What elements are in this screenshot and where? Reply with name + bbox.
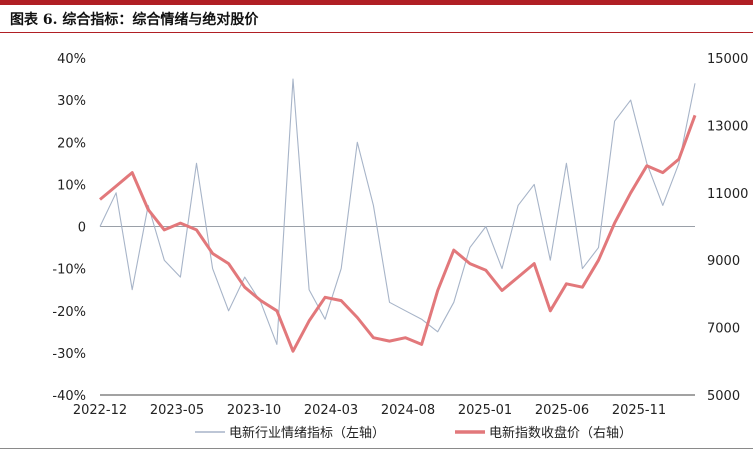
- top-accent-bar: [0, 0, 753, 5]
- legend-label-sentiment: 电新行业情绪指标（左轴）: [229, 425, 385, 441]
- x-tick-label: 2025-01: [458, 403, 512, 418]
- legend-label-index: 电新指数收盘价（右轴）: [489, 425, 632, 441]
- left-tick-label: -10%: [52, 263, 86, 278]
- x-tick-label: 2025-06: [535, 403, 589, 418]
- left-axis: 40% 30% 20% 10% 0 -10% -20% -30% -40%: [52, 52, 86, 404]
- x-tick-label: 2025-11: [612, 403, 666, 418]
- right-tick-label: 13000: [707, 119, 748, 134]
- x-tick-label: 2024-08: [381, 403, 435, 418]
- right-tick-label: 11000: [707, 187, 748, 202]
- right-tick-label: 5000: [707, 389, 740, 404]
- left-tick-label: 10%: [57, 178, 86, 193]
- x-tick-label: 2022-12: [73, 403, 127, 418]
- left-tick-label: 30%: [57, 94, 86, 109]
- x-tick-label: 2023-05: [150, 403, 204, 418]
- left-tick-label: 0: [78, 221, 86, 236]
- x-axis: 2022-12 2023-05 2023-10 2024-03 2024-08 2025-…: [73, 403, 666, 418]
- bottom-divider: [0, 448, 753, 449]
- left-tick-label: 40%: [57, 52, 86, 67]
- right-tick-label: 9000: [707, 254, 740, 269]
- series-index-line: [99, 114, 697, 353]
- right-tick-label: 7000: [707, 322, 740, 337]
- title-divider: [0, 32, 753, 33]
- left-tick-label: -20%: [52, 305, 86, 320]
- x-tick-label: 2024-03: [304, 403, 358, 418]
- left-tick-label: -30%: [52, 347, 86, 362]
- x-tick-label: 2023-10: [227, 403, 281, 418]
- legend: 电新行业情绪指标（左轴） 电新指数收盘价（右轴）: [195, 425, 632, 441]
- series-sentiment-line: [99, 78, 696, 345]
- chart-title: 图表 6. 综合指标：综合情绪与绝对股价: [10, 12, 259, 28]
- left-tick-label: -40%: [52, 389, 86, 404]
- right-tick-label: 15000: [707, 52, 748, 67]
- right-axis: 15000 13000 11000 9000 7000 5000: [707, 52, 748, 404]
- left-tick-label: 20%: [57, 136, 86, 151]
